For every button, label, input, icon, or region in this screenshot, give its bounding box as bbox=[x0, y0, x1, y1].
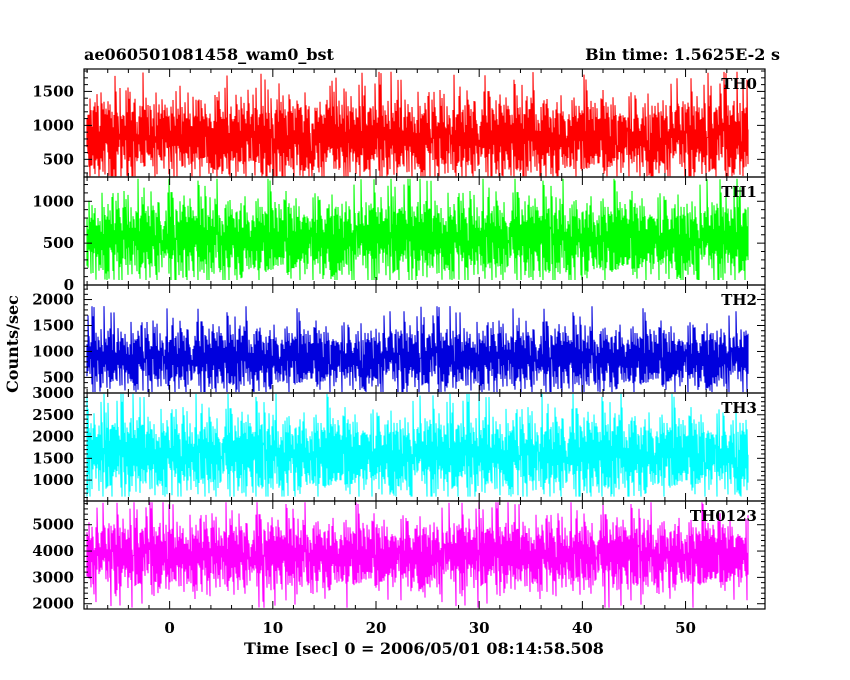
y-tick-label: 1000 bbox=[32, 116, 74, 134]
y-tick-label: 0 bbox=[64, 276, 74, 294]
y-tick-label: 5000 bbox=[32, 516, 74, 534]
y-tick-label: 1000 bbox=[32, 192, 74, 210]
x-tick-label: 50 bbox=[675, 619, 696, 637]
y-tick-label: 2000 bbox=[32, 428, 74, 446]
panel-th1: 0 500 1000 TH1 bbox=[32, 176, 766, 294]
panel-th3: 1000 1500 2000 2500 3000 TH3 bbox=[32, 384, 766, 502]
y-tick-label: 2500 bbox=[32, 406, 74, 424]
panel-th2: 500 1000 1500 2000 TH2 bbox=[32, 284, 766, 394]
y-tick-label: 1500 bbox=[32, 449, 74, 467]
panel-label-th3: TH3 bbox=[721, 399, 757, 417]
y-tick-label: 2000 bbox=[32, 595, 74, 613]
x-tick-label: 40 bbox=[572, 619, 593, 637]
x-tick-label: 30 bbox=[469, 619, 490, 637]
x-tick-label: 10 bbox=[262, 619, 283, 637]
panel-label-th0123: TH0123 bbox=[690, 507, 757, 525]
panel-th0: 500 1000 1500 TH0 bbox=[32, 68, 766, 178]
panel-label-th2: TH2 bbox=[721, 291, 757, 309]
series-trace-th1 bbox=[86, 178, 749, 281]
y-tick-label: 4000 bbox=[32, 542, 74, 560]
panel-label-th0: TH0 bbox=[721, 75, 757, 93]
x-axis-label: Time [sec] 0 = 2006/05/01 08:14:58.508 bbox=[244, 639, 604, 658]
y-tick-label: 3000 bbox=[32, 384, 74, 402]
y-tick-label: 1500 bbox=[32, 82, 74, 100]
y-tick-label: 500 bbox=[43, 368, 74, 386]
series-trace-th3 bbox=[86, 393, 749, 497]
panel-label-th1: TH1 bbox=[721, 183, 757, 201]
y-tick-label: 500 bbox=[43, 234, 74, 252]
y-tick-label: 2000 bbox=[32, 291, 74, 309]
series-trace-th0 bbox=[86, 71, 749, 177]
y-axis-label: Counts/sec bbox=[3, 295, 22, 393]
y-tick-label: 1000 bbox=[32, 342, 74, 360]
panel-frame bbox=[83, 500, 766, 610]
x-tick-label: 20 bbox=[366, 619, 387, 637]
series-trace-th2 bbox=[86, 306, 749, 393]
y-tick-label: 1500 bbox=[32, 317, 74, 335]
series-trace-th0123 bbox=[86, 502, 749, 608]
panel-th0123: 2000 3000 4000 5000 TH0123 bbox=[32, 500, 766, 613]
y-tick-label: 1000 bbox=[32, 471, 74, 489]
y-tick-label: 500 bbox=[43, 150, 74, 168]
bin-time-label: Bin time: 1.5625E-2 s bbox=[585, 45, 780, 64]
chart-title: ae060501081458_wam0_bst bbox=[84, 45, 335, 64]
x-tick-label: 0 bbox=[164, 619, 174, 637]
y-tick-label: 3000 bbox=[32, 568, 74, 586]
